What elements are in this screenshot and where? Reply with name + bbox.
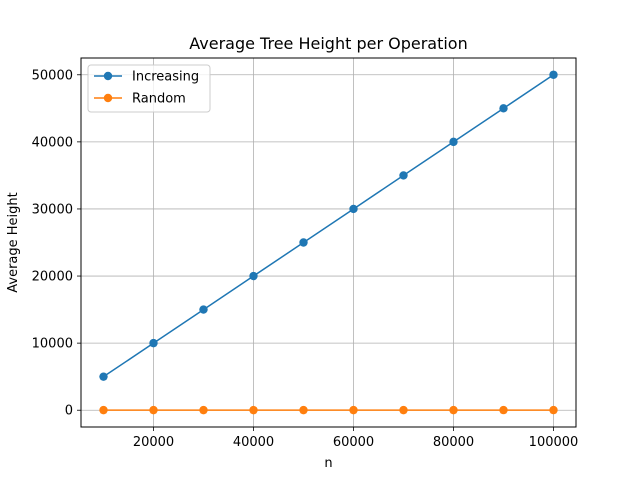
data-point-increasing <box>149 338 158 348</box>
y-tick-label: 20000 <box>32 270 73 285</box>
data-point-random <box>299 405 308 415</box>
y-tick-label: 0 <box>65 404 73 419</box>
series-line-increasing <box>103 74 554 378</box>
y-tick-label: 40000 <box>32 135 73 150</box>
data-point-random <box>449 405 458 415</box>
y-tick-label: 10000 <box>32 337 73 352</box>
y-tick-label: 50000 <box>32 68 73 83</box>
x-axis-label: n <box>324 456 332 471</box>
grid <box>81 58 576 427</box>
x-tick-label: 40000 <box>233 435 274 450</box>
data-point-random <box>549 405 558 415</box>
chart-title: Average Tree Height per Operation <box>189 34 467 53</box>
x-tick-label: 100000 <box>529 435 579 450</box>
data-point-random <box>99 405 108 415</box>
x-tick-label: 20000 <box>133 435 174 450</box>
data-point-random <box>149 405 158 415</box>
data-point-increasing <box>549 70 558 79</box>
data-point-increasing <box>449 137 458 147</box>
data-point-random <box>199 405 208 415</box>
x-tick-label: 80000 <box>433 435 474 450</box>
legend: Increasing Random <box>87 64 211 113</box>
data-point-random <box>399 405 408 415</box>
data-point-increasing <box>399 171 408 180</box>
data-point-increasing <box>299 238 308 247</box>
data-point-increasing <box>499 104 508 113</box>
plot-frame <box>80 57 577 428</box>
axis-ticks: 20000 40000 60000 80000 100000 0 10000 20000 300… <box>32 68 579 450</box>
data-point-increasing <box>249 271 258 281</box>
series-layer <box>99 70 558 415</box>
data-point-random <box>349 405 358 415</box>
legend-marker <box>103 71 113 81</box>
y-tick-label: 30000 <box>32 202 73 217</box>
legend-marker <box>103 93 113 103</box>
data-point-increasing <box>199 305 208 314</box>
x-tick-label: 60000 <box>333 435 374 450</box>
legend-label: Increasing <box>132 70 199 85</box>
legend-label: Random <box>132 92 186 107</box>
y-axis-label: Average Height <box>6 192 21 293</box>
data-point-increasing <box>349 204 358 214</box>
data-point-increasing <box>99 372 108 381</box>
data-point-random <box>249 405 258 415</box>
data-point-random <box>499 405 508 415</box>
